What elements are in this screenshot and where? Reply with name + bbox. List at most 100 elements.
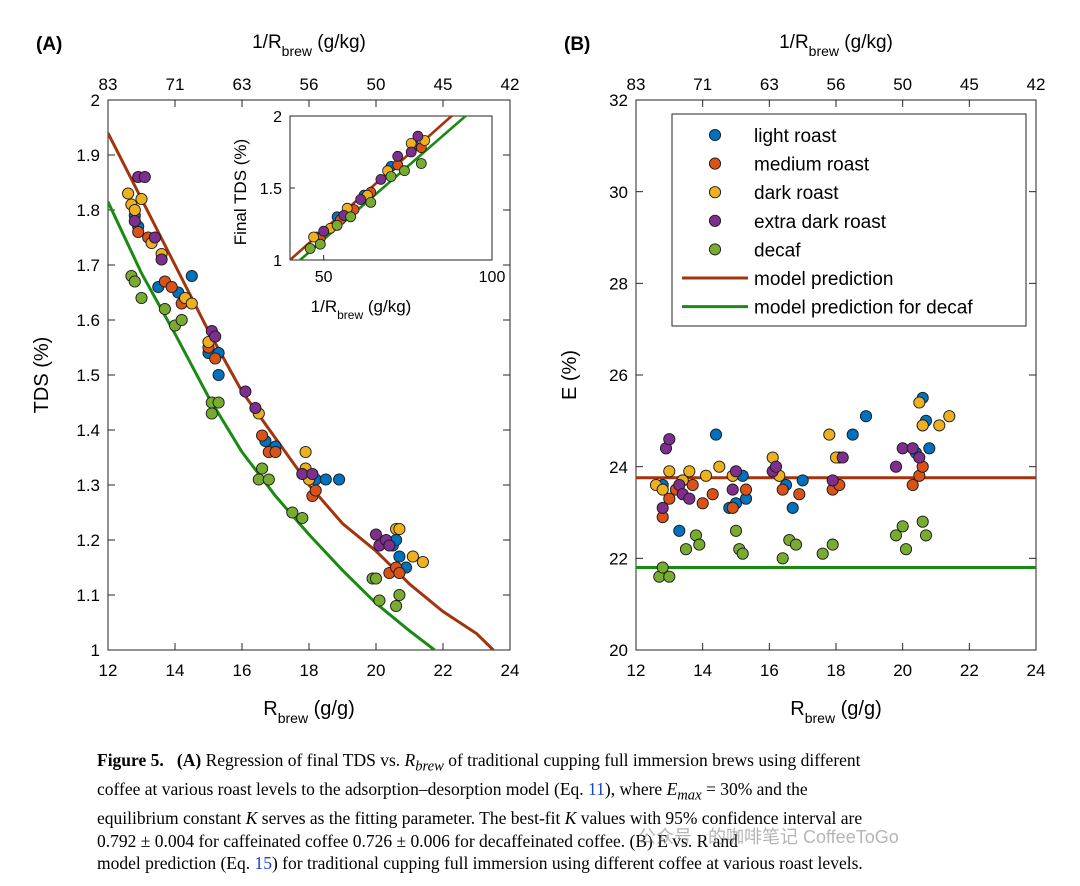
data-point-medium xyxy=(906,478,919,492)
y-tick-label: 1.4 xyxy=(76,421,100,440)
y-tick-label: 2 xyxy=(91,91,100,110)
data-point-extra xyxy=(913,451,926,464)
data-point-extra xyxy=(155,253,168,266)
data-point-decaf xyxy=(128,275,141,288)
data-point-decaf xyxy=(896,520,909,533)
legend-box xyxy=(671,113,1027,327)
top-tick-label: 63 xyxy=(760,75,779,94)
data-point-light xyxy=(709,428,723,441)
legend-label-decaf: decaf xyxy=(754,240,801,261)
top-tick-label: 45 xyxy=(960,75,979,94)
inset-y-tick-label: 1.5 xyxy=(260,181,282,198)
inset-data-point-decaf xyxy=(365,196,377,208)
data-point-decaf xyxy=(296,511,309,525)
inset-chart: 50 100 1 1.5 2 1/Rbrew (g/kg) Final TDS (%) xyxy=(231,109,505,322)
data-point-extra xyxy=(306,467,319,481)
caption-panel-a-label: (A) xyxy=(176,750,202,770)
y-tick-label: 1.5 xyxy=(76,366,100,385)
inset-data-point-decaf xyxy=(331,219,343,231)
data-point-decaf xyxy=(256,462,269,475)
data-point-dark xyxy=(943,410,956,423)
watermark: 公众号 · 的咖啡笔记 CoffeeToGo xyxy=(638,827,899,847)
data-point-extra xyxy=(249,401,262,415)
data-point-decaf xyxy=(205,407,218,420)
caption-figure-number: Figure 5. xyxy=(97,750,164,770)
data-point-extra xyxy=(128,214,141,228)
figure-caption: Figure 5. (A) Regression of final TDS vs… xyxy=(97,749,1037,875)
caption-text: = 30% and the xyxy=(701,779,808,799)
caption-text: ), where xyxy=(604,779,667,799)
inset-y-axis-label: Final TDS (%) xyxy=(231,139,250,245)
y-tick-label: 22 xyxy=(609,549,628,568)
inset-data-point-dark xyxy=(308,231,320,243)
legend-label-medium: medium roast xyxy=(754,155,870,176)
legend-decaf-swatch xyxy=(708,243,722,256)
data-point-extra xyxy=(726,483,739,496)
data-point-light xyxy=(859,410,873,423)
data-point-dark xyxy=(122,187,135,200)
data-point-dark xyxy=(406,550,419,563)
data-point-decaf xyxy=(826,538,839,551)
data-point-dark xyxy=(913,396,926,409)
data-point-dark xyxy=(663,465,676,478)
y-axis-label: E (%) xyxy=(559,350,581,400)
data-point-light xyxy=(796,474,809,487)
data-point-light xyxy=(846,428,859,441)
data-point-decaf xyxy=(776,552,789,565)
y-axis-label: TDS (%) xyxy=(31,337,53,414)
y-tick-label: 30 xyxy=(609,183,628,202)
data-points xyxy=(122,170,429,613)
data-point-medium xyxy=(256,429,269,442)
data-point-extra xyxy=(383,539,396,552)
top-tick-label: 42 xyxy=(501,75,520,94)
data-point-decaf xyxy=(736,547,749,560)
data-point-medium xyxy=(706,488,719,501)
data-point-dark xyxy=(128,203,141,217)
data-point-dark xyxy=(699,469,713,482)
inset-data-point-decaf xyxy=(399,165,410,177)
data-point-decaf xyxy=(158,302,171,316)
top-axis-label: 1/Rbrew (g/kg) xyxy=(779,32,893,59)
data-point-decaf xyxy=(135,291,148,305)
data-point-medium xyxy=(269,445,282,459)
data-point-medium xyxy=(132,225,145,239)
top-tick-label: 71 xyxy=(166,75,185,94)
caption-text: coffee at various roast levels to the ad… xyxy=(97,779,589,799)
y-tick-label: 1.6 xyxy=(76,311,100,330)
inset-data-point-extra xyxy=(412,130,424,142)
x-tick-label: 22 xyxy=(434,661,453,680)
data-point-dark xyxy=(185,297,198,310)
inset-data-point-decaf xyxy=(415,158,427,169)
caption-line-3: equilibrium constant K serves as the fit… xyxy=(97,807,1037,830)
data-point-light xyxy=(673,524,686,537)
top-tick-label: 50 xyxy=(893,75,912,94)
caption-line-5: model prediction (Eq. 15) for traditiona… xyxy=(97,852,1037,875)
data-point-decaf xyxy=(693,538,706,551)
figure-5: 12 14 16 18 20 22 2411.11.21.31.41.51.61.71.81… xyxy=(31,32,1046,726)
caption-k: K xyxy=(245,808,258,828)
data-point-decaf xyxy=(789,538,803,551)
caption-r-brew: Rbrew xyxy=(404,750,444,775)
data-point-dark xyxy=(916,419,929,432)
legend-light-swatch xyxy=(708,128,722,142)
x-tick-label: 16 xyxy=(760,661,779,680)
data-point-decaf xyxy=(286,506,299,519)
data-point-extra xyxy=(138,170,151,184)
top-tick-label: 42 xyxy=(1027,75,1046,94)
data-point-dark xyxy=(416,555,429,569)
data-point-extra xyxy=(836,451,849,464)
caption-line-2: coffee at various roast levels to the ad… xyxy=(97,778,1037,807)
data-point-decaf xyxy=(390,599,403,613)
data-point-dark xyxy=(656,483,669,496)
inset-data-point-decaf xyxy=(345,211,357,223)
equation-link-15[interactable]: 15 xyxy=(254,853,272,873)
inset-y-tick-label: 1 xyxy=(273,253,282,270)
caption-text: values with 95% confidence interval are xyxy=(576,808,863,828)
x-tick-label: 22 xyxy=(960,661,979,680)
caption-line-4: 0.792 ± 0.004 for caffeinated coffee 0.7… xyxy=(97,830,738,851)
x-tick-label: 12 xyxy=(627,661,646,680)
top-tick-label: 83 xyxy=(627,75,646,94)
y-tick-label: 1.1 xyxy=(76,586,100,605)
data-point-extra xyxy=(826,474,839,487)
equation-link-11[interactable]: 11 xyxy=(588,779,605,799)
